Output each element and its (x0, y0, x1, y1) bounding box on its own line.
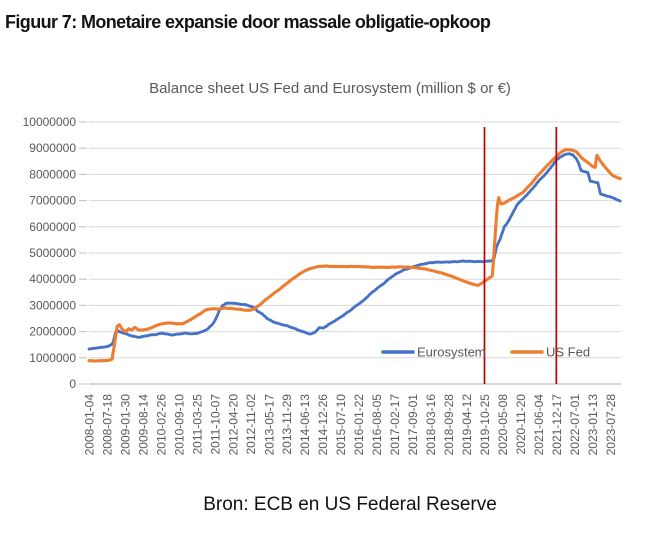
x-tick-label: 2014-12-26 (316, 394, 330, 456)
x-tick-label: 2020-05-08 (496, 394, 510, 456)
legend-label-us-fed: US Fed (546, 345, 590, 360)
x-tick-label: 2011-10-07 (208, 394, 222, 455)
y-tick-label: 9000000 (29, 141, 76, 155)
x-tick-label: 2023-07-28 (604, 394, 618, 456)
series-line-eurosystem (87, 152, 622, 351)
y-tick-label: 7000000 (29, 194, 76, 208)
x-tick-label: 2010-09-10 (172, 394, 186, 456)
y-tick-label: 4000000 (29, 272, 76, 286)
x-tick-label: 2012-11-02 (244, 394, 258, 455)
y-tick-label: 1000000 (29, 351, 76, 365)
y-tick-label: 0 (69, 377, 76, 391)
y-tick-label: 10000000 (23, 115, 77, 129)
x-tick-label: 2018-03-16 (424, 394, 438, 456)
x-tick-label: 2019-04-12 (460, 394, 474, 456)
y-tick-label: 5000000 (29, 246, 76, 260)
x-tick-label: 2009-08-14 (136, 394, 150, 456)
y-tick-label: 6000000 (29, 220, 76, 234)
x-tick-label: 2017-02-17 (388, 394, 402, 456)
y-tick-label: 8000000 (29, 167, 76, 181)
x-tick-label: 2015-07-10 (334, 394, 348, 456)
series-line-us-fed (87, 147, 622, 363)
x-tick-label: 2016-01-22 (352, 394, 366, 456)
x-tick-label: 2008-01-04 (82, 394, 96, 456)
x-tick-label: 2011-03-25 (190, 394, 204, 455)
x-tick-label: 2020-11-20 (514, 394, 528, 455)
x-tick-label: 2018-09-28 (442, 394, 456, 456)
y-tick-label: 3000000 (29, 298, 76, 312)
x-tick-label: 2017-09-01 (406, 394, 420, 456)
y-tick-label: 2000000 (29, 325, 76, 339)
chart-title: Balance sheet US Fed and Eurosystem (mil… (149, 80, 511, 97)
x-tick-label: 2008-07-18 (100, 394, 114, 456)
x-tick-label: 2022-07-01 (568, 394, 582, 456)
source-caption: Bron: ECB en US Federal Reserve (203, 494, 497, 515)
x-tick-label: 2009-01-30 (118, 394, 132, 456)
figure-title: Figuur 7: Monetaire expansie door massal… (5, 12, 491, 32)
x-tick-label: 2013-11-29 (280, 394, 294, 455)
x-tick-label: 2019-10-25 (478, 394, 492, 456)
x-tick-label: 2013-05-17 (262, 394, 276, 456)
x-tick-label: 2021-12-17 (550, 394, 564, 456)
x-tick-label: 2010-02-26 (154, 394, 168, 456)
x-tick-label: 2016-08-05 (370, 394, 384, 456)
x-tick-label: 2023-01-13 (586, 394, 600, 456)
x-tick-label: 2014-06-13 (298, 394, 312, 456)
x-tick-label: 2021-06-04 (532, 394, 546, 456)
x-tick-label: 2012-04-20 (226, 394, 240, 456)
legend-label-eurosystem: Eurosystem (417, 345, 486, 360)
